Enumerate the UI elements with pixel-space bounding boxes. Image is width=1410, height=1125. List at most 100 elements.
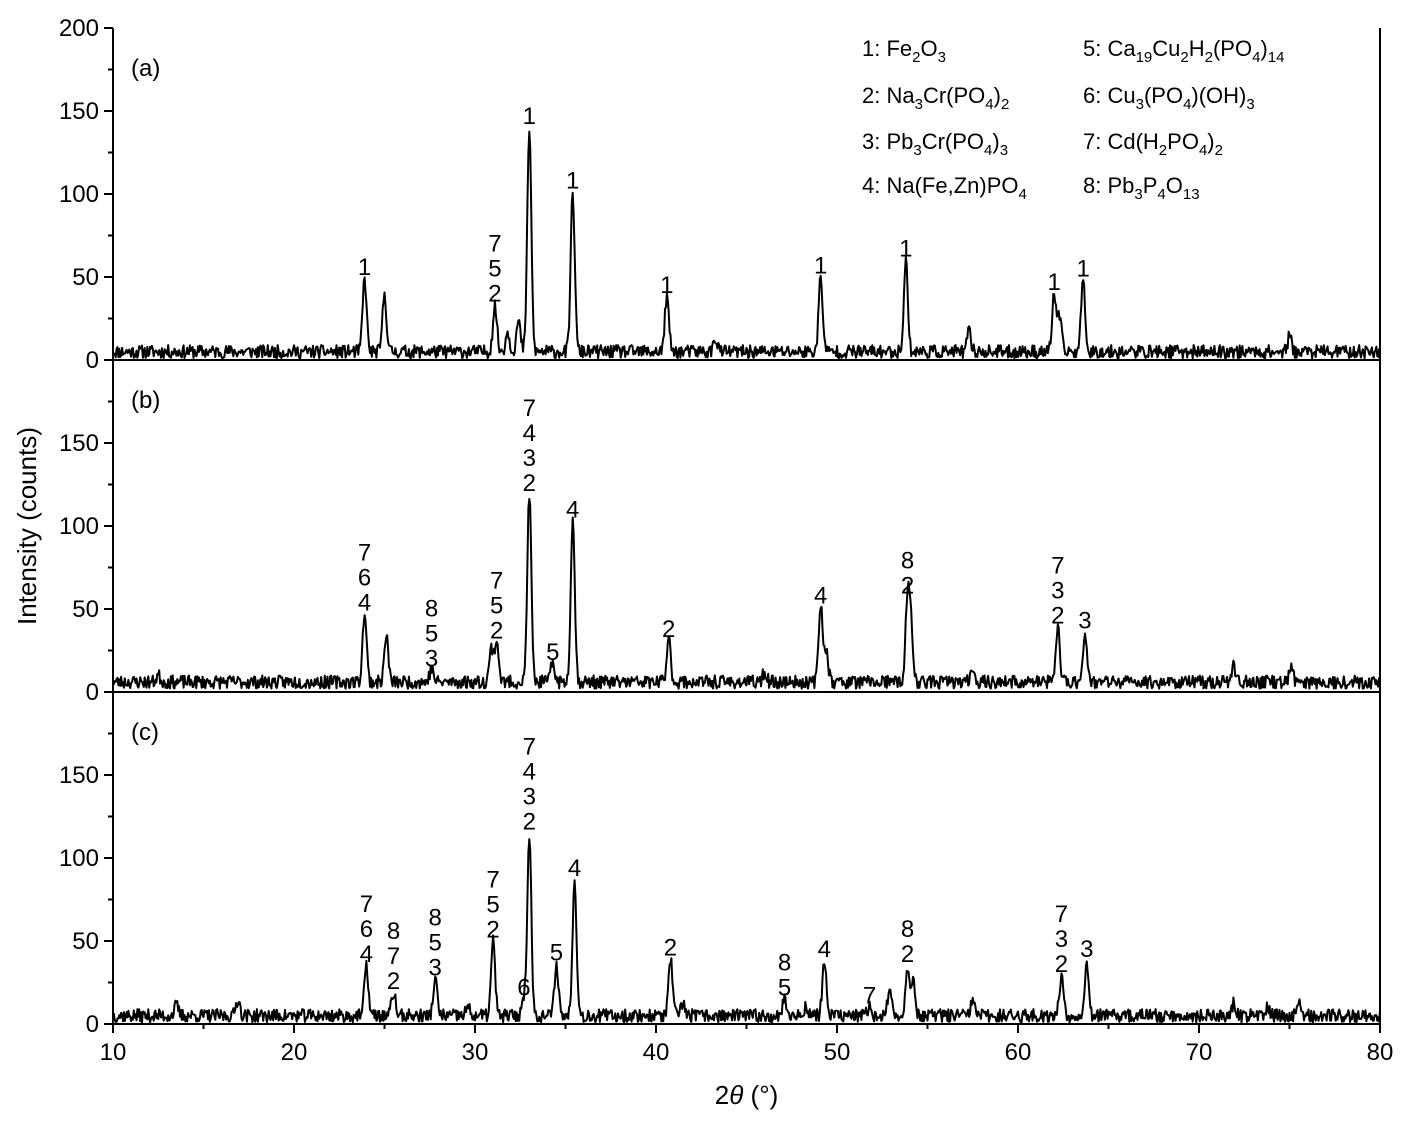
peak-label: 2 bbox=[387, 968, 400, 995]
peak-label: 4 bbox=[523, 420, 536, 447]
peak-label: 2 bbox=[523, 470, 536, 497]
peak-label: 4 bbox=[568, 855, 581, 882]
peak-label: 4 bbox=[358, 589, 371, 616]
peak-label: 3 bbox=[523, 445, 536, 472]
peak-label: 6 bbox=[358, 564, 371, 591]
peak-label: 7 bbox=[358, 539, 371, 566]
y-tick-label: 200 bbox=[59, 15, 99, 42]
y-tick-label: 0 bbox=[86, 347, 99, 374]
peak-label: 5 bbox=[486, 891, 499, 918]
peak-label: 1 bbox=[523, 103, 536, 130]
peak-label: 2 bbox=[901, 941, 914, 968]
peak-label: 2 bbox=[662, 616, 675, 643]
peak-label: 3 bbox=[1055, 926, 1068, 953]
y-tick-label: 150 bbox=[59, 98, 99, 125]
y-tick-label: 50 bbox=[72, 928, 99, 955]
x-tick-label: 40 bbox=[643, 1039, 670, 1066]
x-tick-label: 30 bbox=[462, 1039, 489, 1066]
peak-label: 4 bbox=[814, 583, 827, 610]
peak-label: 3 bbox=[429, 954, 442, 981]
peak-label: 3 bbox=[523, 783, 536, 810]
peak-label: 5 bbox=[488, 256, 501, 283]
peak-label: 4 bbox=[523, 758, 536, 785]
peak-label: 3 bbox=[1051, 578, 1064, 605]
peak-label: 2 bbox=[486, 916, 499, 943]
y-tick-label: 100 bbox=[59, 181, 99, 208]
xrd-pattern-line bbox=[112, 497, 1381, 690]
peak-label: 3 bbox=[1078, 608, 1091, 635]
peak-label: 1 bbox=[566, 168, 579, 195]
x-tick-label: 60 bbox=[1005, 1039, 1032, 1066]
y-tick-label: 100 bbox=[59, 513, 99, 540]
legend-entry: 3: Pb3Cr(PO4)3 bbox=[862, 129, 1008, 159]
y-tick-label: 150 bbox=[59, 762, 99, 789]
peak-label: 3 bbox=[425, 646, 438, 673]
legend-entry: 5: Ca19Cu2H2(PO4)14 bbox=[1083, 36, 1284, 66]
peak-label: 7 bbox=[360, 891, 373, 918]
peak-label: 2 bbox=[664, 935, 677, 962]
peak-label: 5 bbox=[550, 940, 563, 967]
panel-label: (c) bbox=[131, 719, 159, 746]
peak-label: 4 bbox=[566, 496, 579, 523]
peak-label: 7 bbox=[863, 983, 876, 1010]
peak-label: 5 bbox=[429, 929, 442, 956]
xrd-pattern-line bbox=[112, 838, 1381, 1024]
peak-label: 2 bbox=[901, 573, 914, 600]
peak-label: 1 bbox=[814, 252, 827, 279]
peak-label: 1 bbox=[1048, 269, 1061, 296]
panel-label: (a) bbox=[131, 55, 160, 82]
peak-label: 4 bbox=[818, 936, 831, 963]
peak-label: 8 bbox=[778, 949, 791, 976]
peak-label: 7 bbox=[1051, 553, 1064, 580]
peak-label: 7 bbox=[490, 568, 503, 595]
y-tick-label: 100 bbox=[59, 845, 99, 872]
peak-label: 8 bbox=[387, 918, 400, 945]
y-tick-label: 50 bbox=[72, 596, 99, 623]
legend-entry: 4: Na(Fe,Zn)PO4 bbox=[862, 173, 1027, 203]
legend-entry: 2: Na3Cr(PO4)2 bbox=[862, 83, 1009, 113]
y-tick-label: 50 bbox=[72, 264, 99, 291]
peak-label: 2 bbox=[1055, 951, 1068, 978]
peak-label: 7 bbox=[523, 395, 536, 422]
peak-label: 7 bbox=[387, 943, 400, 970]
legend-entry: 1: Fe2O3 bbox=[862, 36, 946, 66]
x-tick-label: 50 bbox=[824, 1039, 851, 1066]
peak-label: 8 bbox=[425, 596, 438, 623]
peak-label: 8 bbox=[901, 548, 914, 575]
y-tick-label: 0 bbox=[86, 679, 99, 706]
peak-label: 6 bbox=[517, 974, 530, 1001]
peak-label: 7 bbox=[488, 231, 501, 258]
peak-label: 8 bbox=[901, 916, 914, 943]
peak-label: 5 bbox=[425, 621, 438, 648]
peak-label: 2 bbox=[523, 808, 536, 835]
peak-label: 6 bbox=[360, 916, 373, 943]
peak-label: 2 bbox=[490, 618, 503, 645]
peak-label: 5 bbox=[546, 639, 559, 666]
x-axis-title: 2θ (°) bbox=[715, 1080, 779, 1110]
peak-label: 7 bbox=[1055, 901, 1068, 928]
peak-label: 1 bbox=[660, 272, 673, 299]
peak-label: 7 bbox=[486, 866, 499, 893]
y-tick-label: 0 bbox=[86, 1011, 99, 1038]
peak-label: 1 bbox=[1076, 256, 1089, 283]
y-tick-label: 150 bbox=[59, 430, 99, 457]
legend-entry: 6: Cu3(PO4)(OH)3 bbox=[1083, 83, 1255, 113]
peak-label: 7 bbox=[523, 733, 536, 760]
x-tick-label: 80 bbox=[1367, 1039, 1394, 1066]
panel-label: (b) bbox=[131, 387, 160, 414]
peak-label: 5 bbox=[490, 593, 503, 620]
y-axis-title: Intensity (counts) bbox=[12, 427, 42, 625]
peak-label: 2 bbox=[488, 281, 501, 308]
peak-label: 5 bbox=[778, 974, 791, 1001]
legend-entry: 7: Cd(H2PO4)2 bbox=[1083, 129, 1223, 159]
xrd-pattern-line bbox=[112, 130, 1381, 360]
legend-entry: 8: Pb3P4O13 bbox=[1083, 173, 1200, 203]
x-tick-label: 20 bbox=[281, 1039, 308, 1066]
peak-label: 3 bbox=[1080, 936, 1093, 963]
peak-label: 1 bbox=[899, 236, 912, 263]
peak-label: 4 bbox=[360, 941, 373, 968]
peak-label: 2 bbox=[1051, 603, 1064, 630]
peak-label: 1 bbox=[358, 254, 371, 281]
x-tick-label: 70 bbox=[1186, 1039, 1213, 1066]
